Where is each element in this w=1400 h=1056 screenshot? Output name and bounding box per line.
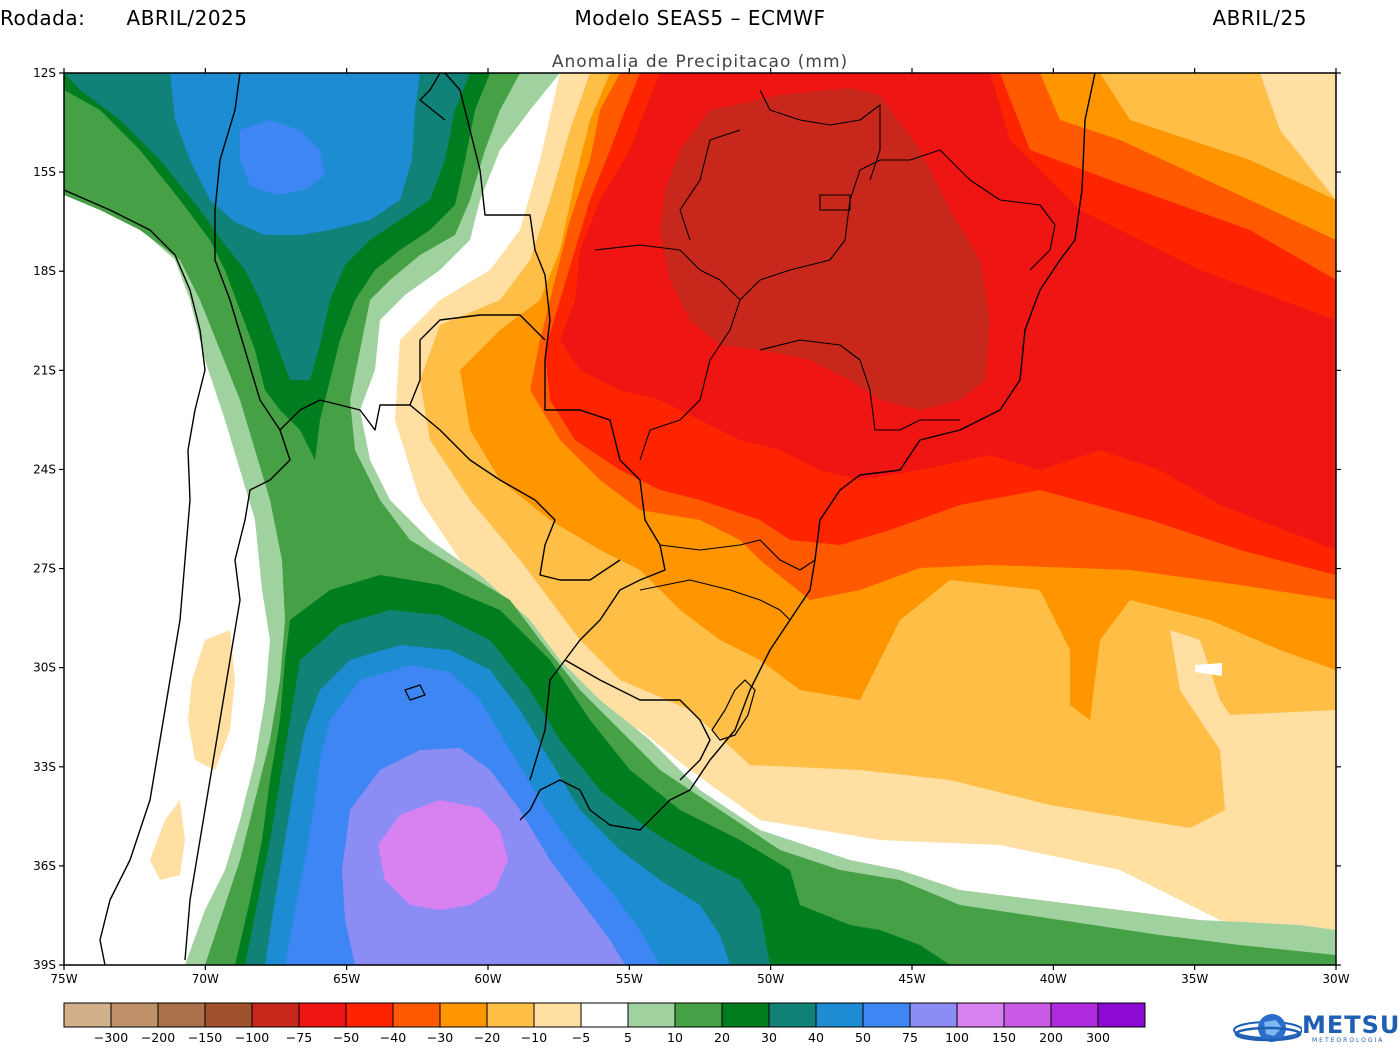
colorbar-label: −100 [235, 1030, 269, 1045]
lat-label: 15S [33, 165, 56, 179]
lake-argentina [404, 684, 426, 701]
colorbar-label: 20 [714, 1030, 730, 1045]
globe-icon [1233, 1014, 1303, 1042]
target-month: ABRIL/25 [1212, 6, 1307, 30]
lat-label: 18S [33, 264, 56, 278]
contour-minus-10-andes [150, 630, 235, 880]
colorbar-label: −200 [141, 1030, 175, 1045]
border-argentina-chile [184, 429, 291, 961]
colorbar-label: −5 [572, 1030, 590, 1045]
colorbar-swatch [627, 1002, 676, 1028]
lon-label: 70W [192, 972, 219, 986]
lon-label: 60W [474, 972, 501, 986]
colorbar-label: −40 [380, 1030, 406, 1045]
run-label: Rodada: [0, 6, 86, 30]
lon-label: 55W [616, 972, 643, 986]
colorbar-swatch [392, 1002, 441, 1028]
colorbar-swatch [1097, 1002, 1146, 1028]
lat-label: 36S [33, 859, 56, 873]
contour-plus-50 [240, 120, 660, 965]
run-info: Rodada: ABRIL/2025 [0, 6, 248, 30]
lat-label: 27S [33, 562, 56, 576]
colorbar-label: −20 [474, 1030, 500, 1045]
lon-label: 30W [1322, 972, 1349, 986]
model-name: Modelo SEAS5 – ECMWF [574, 6, 826, 30]
coastlines-borders [64, 73, 1096, 965]
lat-label: 30S [33, 661, 56, 675]
colorbar-swatch [251, 1002, 300, 1028]
border-uruguay [564, 659, 711, 781]
colorbar-label: −30 [427, 1030, 453, 1045]
colorbar-label: 100 [945, 1030, 969, 1045]
border-peru-bolivia [419, 73, 446, 121]
lon-label: 65W [333, 972, 360, 986]
lon-label: 75W [50, 972, 77, 986]
lon-label: 50W [757, 972, 784, 986]
colorbar-label: −10 [521, 1030, 547, 1045]
colorbar-label: 30 [761, 1030, 777, 1045]
colorbar-swatch [1003, 1002, 1052, 1028]
colorbar-label: 40 [808, 1030, 824, 1045]
colorbar-label: 10 [667, 1030, 683, 1045]
coastline-atlantic [519, 73, 1096, 831]
colorbar-swatch [721, 1002, 770, 1028]
state-borders [594, 89, 1056, 621]
contour-island [1195, 663, 1222, 676]
colorbar-swatch [533, 1002, 582, 1028]
lat-label: 12S [33, 66, 56, 80]
colorbar-swatch [1050, 1002, 1099, 1028]
colorbar-swatch [486, 1002, 535, 1028]
colorbar-swatch [674, 1002, 723, 1028]
colorbar-swatch [439, 1002, 488, 1028]
colorbar-label: −75 [286, 1030, 312, 1045]
colorbar-swatch [909, 1002, 958, 1028]
contour-plus-100 [378, 800, 508, 910]
lat-label: 39S [33, 958, 56, 972]
contour-plus-40 [170, 73, 730, 965]
colorbar-swatch [768, 1002, 817, 1028]
colorbar-swatch [204, 1002, 253, 1028]
colorbar-swatch [862, 1002, 911, 1028]
lagoa-dos-patos [711, 679, 756, 741]
logo-subtitle: METEOROLOGIA [1312, 1037, 1385, 1044]
lon-label: 45W [898, 972, 925, 986]
precip-anomaly-field [64, 73, 1336, 965]
plot-frame [63, 72, 1337, 966]
colorbar-swatch [815, 1002, 864, 1028]
border-brazil-west [444, 73, 666, 781]
colorbar-label: 5 [624, 1030, 632, 1045]
colorbar: −300 −200 −150 −100 −75 −50 −40 −30 −20 −10 −5 5 10 2… [63, 1002, 1146, 1045]
logo-name: METSUL [1302, 1011, 1400, 1039]
border-bolivia [214, 73, 546, 431]
run-value: ABRIL/2025 [126, 6, 248, 30]
colorbar-swatch [345, 1002, 394, 1028]
coastline-pacific [64, 189, 206, 965]
map-title: Anomalia de Precipitacao (mm) [551, 52, 849, 72]
colorbar-label: 75 [902, 1030, 918, 1045]
lon-label: 35W [1181, 972, 1208, 986]
colorbar-label: 300 [1086, 1030, 1110, 1045]
colorbar-label: 150 [992, 1030, 1016, 1045]
colorbar-label: 50 [855, 1030, 871, 1045]
metsul-logo: METSUL METEOROLOGIA [1230, 1008, 1400, 1052]
colorbar-label: −50 [333, 1030, 359, 1045]
lat-label: 21S [33, 363, 56, 377]
colorbar-swatch [580, 1002, 629, 1028]
colorbar-label: −300 [94, 1030, 128, 1045]
lon-label: 40W [1040, 972, 1067, 986]
border-paraguay [409, 404, 621, 581]
colorbar-swatch [956, 1002, 1005, 1028]
colorbar-swatch [157, 1002, 206, 1028]
contour-minus-75 [660, 88, 990, 410]
colorbar-label: −150 [188, 1030, 222, 1045]
colorbar-swatch [63, 1002, 112, 1028]
lat-label: 33S [33, 760, 56, 774]
colorbar-label: 200 [1039, 1030, 1063, 1045]
colorbar-swatch [110, 1002, 159, 1028]
colorbar-swatch [298, 1002, 347, 1028]
lat-label: 24S [33, 462, 56, 476]
